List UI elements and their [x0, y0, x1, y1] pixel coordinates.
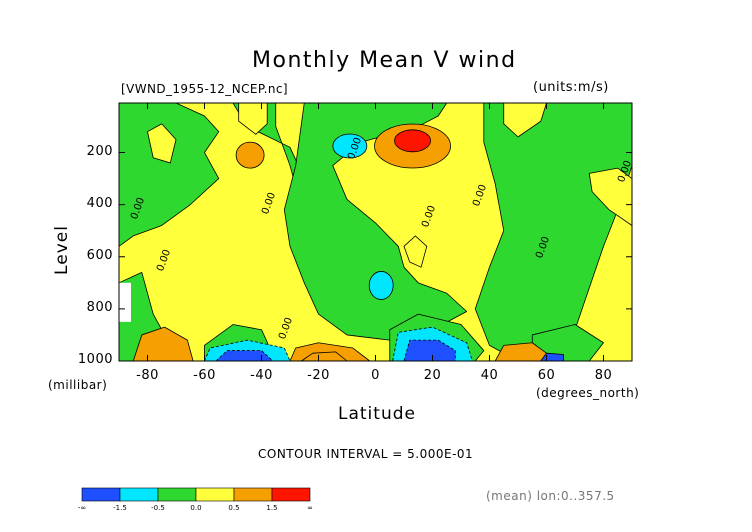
- x-axis-label: Latitude: [338, 404, 416, 424]
- negative-region-south: [118, 102, 220, 247]
- x-tick-label: 0: [371, 368, 380, 383]
- x-tick-label: 40: [480, 368, 499, 383]
- y-tick-label: 800: [86, 299, 113, 315]
- x-tick-label: 80: [594, 368, 613, 383]
- units-label: (units:m/s): [533, 80, 609, 95]
- colorbar-label: 1.5: [266, 504, 278, 512]
- positive-core-south-upper: [235, 141, 265, 169]
- colorbar-swatch: [233, 487, 273, 502]
- strong-positive-core: [394, 129, 431, 153]
- file-label: [VWND_1955-12_NCEP.nc]: [121, 82, 288, 96]
- colorbar-label: -∞: [77, 504, 87, 512]
- y-axis-label: Level: [52, 225, 72, 275]
- y-tick-label: 200: [86, 143, 113, 159]
- plot-area: [118, 102, 633, 362]
- colorbar-swatch: [157, 487, 197, 502]
- colorbar-swatch: [119, 487, 159, 502]
- colorbar-label: -1.5: [113, 504, 127, 512]
- missing-data-patch: [119, 282, 131, 322]
- colorbar-label: 0.0: [190, 504, 202, 512]
- x-tick-label: -60: [193, 368, 216, 383]
- positive-patch-south-upper: [147, 123, 177, 164]
- x-tick-label: 20: [423, 368, 442, 383]
- colorbar-label: ∞: [307, 504, 313, 512]
- colorbar-swatch: [271, 487, 311, 502]
- y-tick-label: 600: [86, 247, 113, 263]
- colorbar-swatch: [195, 487, 235, 502]
- colorbar-label: -0.5: [151, 504, 165, 512]
- positive-patch-equator-mid: [403, 235, 428, 268]
- negative-core-mid: [368, 271, 394, 300]
- y-tick-label: 1000: [77, 352, 113, 367]
- strong-negative-core-north: [403, 339, 456, 362]
- x-tick-label: -20: [307, 368, 330, 383]
- x-unit-label: (degrees_north): [536, 386, 640, 400]
- negative-core-upper: [332, 133, 368, 159]
- colorbar-swatch: [81, 487, 121, 502]
- chart-title: Monthly Mean V wind: [252, 48, 517, 73]
- colorbar-label: 0.5: [228, 504, 240, 512]
- x-tick-label: -40: [250, 368, 273, 383]
- x-tick-label: -80: [136, 368, 159, 383]
- strong-negative-core-south: [215, 350, 274, 362]
- colorbar: [81, 487, 311, 502]
- average-label: (mean) lon:0..357.5: [486, 489, 615, 503]
- y-unit-label: (millibar): [48, 378, 108, 392]
- contour-interval-label: CONTOUR INTERVAL = 5.000E-01: [258, 447, 474, 461]
- x-tick-label: 60: [537, 368, 556, 383]
- y-tick-label: 400: [86, 195, 113, 211]
